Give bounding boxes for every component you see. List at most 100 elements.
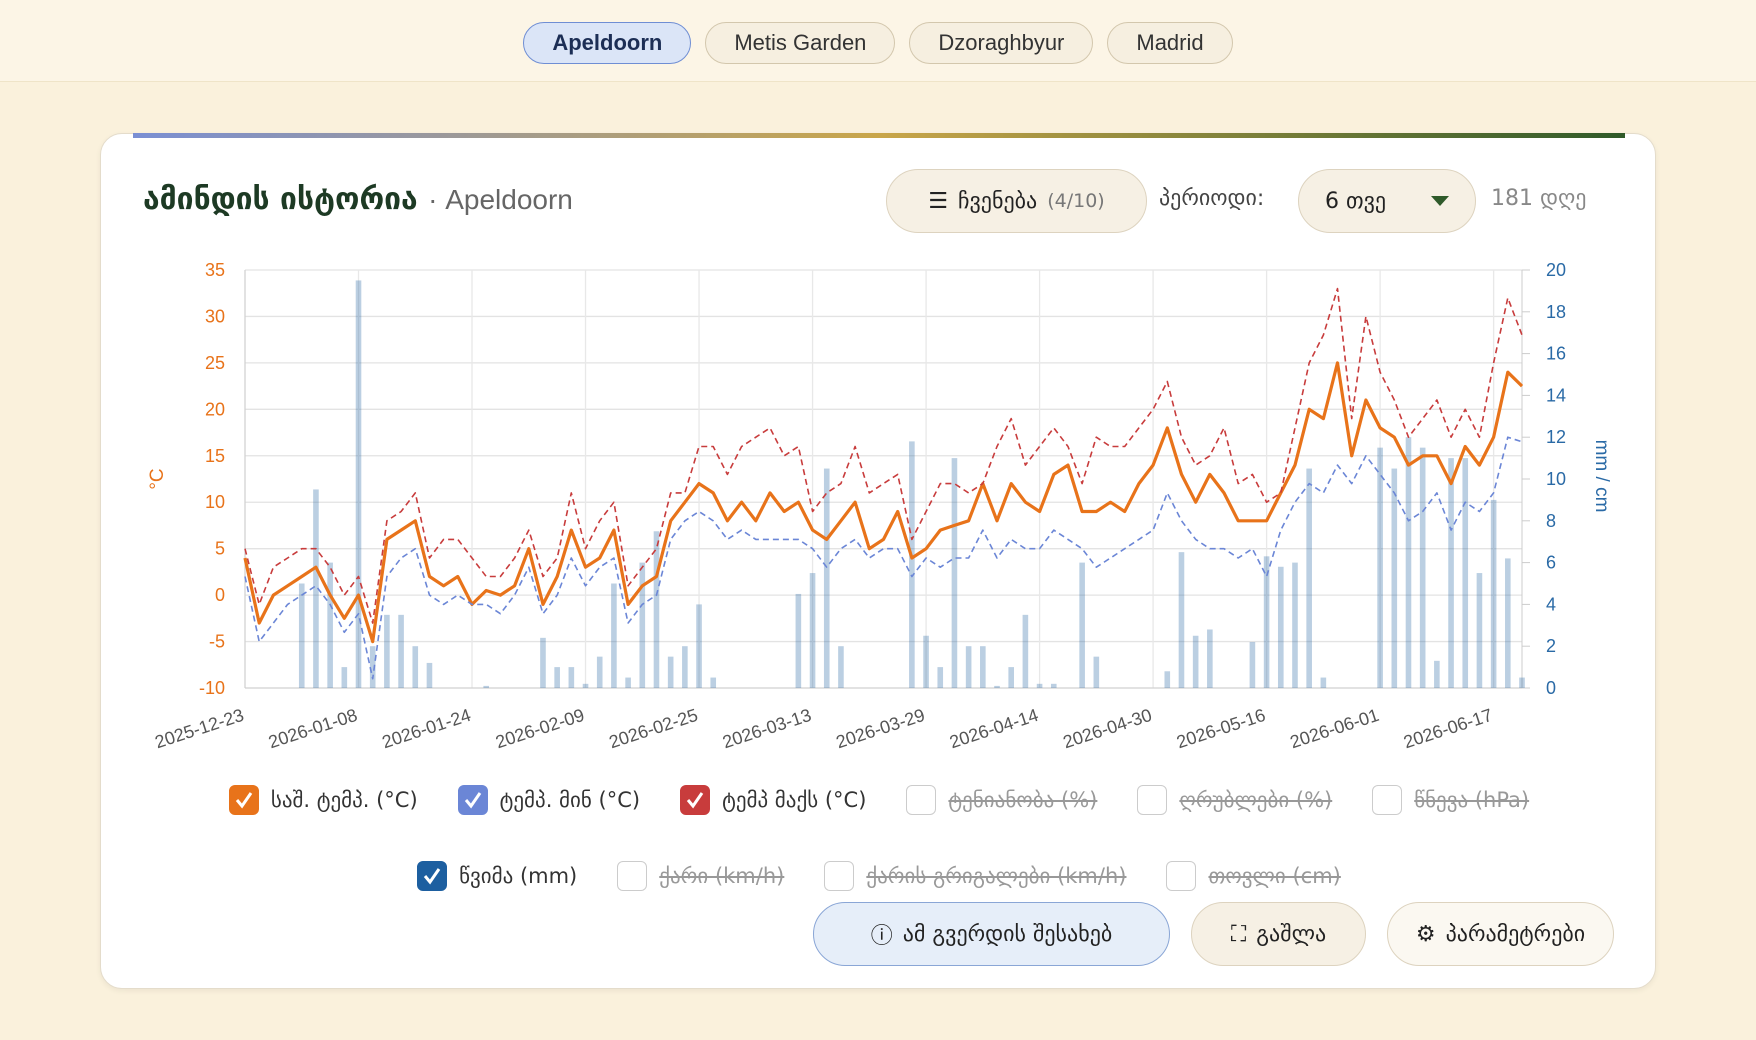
y2-tick-label: 14 xyxy=(1546,385,1566,405)
x-tick-label: 2026-03-29 xyxy=(834,705,928,752)
rain-bar xyxy=(937,667,944,688)
legend-checkbox[interactable] xyxy=(906,785,937,815)
settings-button[interactable]: ⚙ პარამეტრები xyxy=(1387,902,1614,966)
rain-bar xyxy=(1505,558,1511,688)
legend-checkbox[interactable] xyxy=(1137,785,1168,815)
legend-item[interactable]: საშ. ტემპ. (°C) xyxy=(228,784,418,816)
rain-bar xyxy=(696,604,702,688)
check-mark xyxy=(464,792,481,809)
x-tick-label: 2026-04-30 xyxy=(1061,705,1155,752)
legend-checkbox[interactable] xyxy=(824,861,855,891)
legend-checkbox[interactable] xyxy=(617,861,648,891)
legend-item[interactable]: ღრუბლები (%) xyxy=(1137,784,1332,816)
legend-label: ქარის გრიგალები (km/h) xyxy=(866,864,1127,888)
y2-tick-label: 6 xyxy=(1546,553,1556,573)
city-tab[interactable]: Dzoraghbyur xyxy=(909,22,1094,64)
rain-bar xyxy=(1249,642,1256,688)
y-tick-label: 25 xyxy=(205,353,225,373)
legend-label: თოვლი (cm) xyxy=(1208,864,1341,888)
x-tick-label: 2026-04-14 xyxy=(947,705,1041,752)
x-tick-label: 2026-02-09 xyxy=(493,705,587,752)
check-icon xyxy=(686,792,704,809)
about-label: ამ გვერდის შესახებ xyxy=(902,921,1113,947)
settings-label: პარამეტრები xyxy=(1445,921,1586,947)
rain-bar xyxy=(1320,677,1327,688)
y2-tick-label: 16 xyxy=(1546,344,1566,364)
y-tick-label: 0 xyxy=(215,585,225,605)
rain-bar xyxy=(582,683,589,688)
title-text: ამინდის ისტორია xyxy=(143,182,418,217)
city-tabs: Apeldoorn Metis Garden Dzoraghbyur Madrid xyxy=(0,0,1756,82)
rain-bar xyxy=(909,441,915,688)
rain-bar xyxy=(1036,683,1043,688)
legend-item[interactable]: ტემპ. მინ (°C) xyxy=(457,784,640,816)
y2-tick-label: 10 xyxy=(1546,469,1566,489)
x-tick-label: 2026-01-08 xyxy=(266,705,360,752)
legend-checkbox[interactable] xyxy=(1166,861,1197,891)
rain-bar xyxy=(809,573,816,688)
rain-bar xyxy=(1306,468,1312,688)
y2-axis-label: mm / cm xyxy=(1591,440,1612,513)
y2-tick-label: 0 xyxy=(1546,678,1556,698)
check-icon xyxy=(464,792,481,809)
info-icon: ⓘ xyxy=(870,924,893,949)
expand-button[interactable]: ⛶ გაშლა xyxy=(1191,902,1366,966)
rain-bar xyxy=(1022,614,1029,688)
days: 181 დღე xyxy=(1491,186,1587,211)
legend-item[interactable]: წვიმა (mm) xyxy=(417,860,577,892)
legend-item[interactable]: წნევა (hPa) xyxy=(1372,784,1529,816)
period-label: პერიოდი: xyxy=(1159,186,1265,211)
rain-bar xyxy=(1093,656,1100,688)
rain-bar xyxy=(1292,562,1298,688)
legend-checkbox[interactable] xyxy=(457,785,488,815)
city-tab[interactable]: Apeldoorn xyxy=(523,22,692,64)
legend-checkbox[interactable] xyxy=(680,785,711,815)
menu-icon: ☰ xyxy=(928,188,949,214)
rain-bar xyxy=(483,685,490,688)
y-tick-label: 30 xyxy=(205,306,225,326)
y-tick-label: -10 xyxy=(199,678,225,698)
about-button[interactable]: ⓘ ამ გვერდის შესახებ xyxy=(813,902,1170,966)
check-icon xyxy=(423,868,441,885)
rain-bar xyxy=(1405,437,1412,688)
rain-bar xyxy=(412,646,419,688)
rain-bar xyxy=(341,667,348,688)
check-mark xyxy=(686,792,704,809)
rain-bar xyxy=(1377,447,1383,688)
x-tick-label: 2026-06-01 xyxy=(1288,705,1382,752)
x-tick-label: 2026-05-16 xyxy=(1174,705,1268,752)
rain-bar xyxy=(980,646,986,688)
legend-label: წნევა (hPa) xyxy=(1414,788,1530,812)
rain-bar xyxy=(625,677,631,688)
rain-bar xyxy=(795,593,802,688)
city-tab[interactable]: Metis Garden xyxy=(705,22,896,64)
legend-checkbox[interactable] xyxy=(417,861,448,891)
legend-label: ტენიანობა (%) xyxy=(948,788,1098,812)
rain-bar xyxy=(426,662,433,688)
show-count: (4/10) xyxy=(1047,190,1105,212)
accent-bar xyxy=(133,133,1625,138)
rain-bar xyxy=(1263,556,1270,688)
show-button[interactable]: ☰ ჩვენება (4/10) xyxy=(886,169,1147,233)
legend-item[interactable]: თოვლი (cm) xyxy=(1166,860,1341,892)
rain-bar xyxy=(994,685,1000,688)
legend-label: ღრუბლები (%) xyxy=(1179,788,1333,812)
legend-item[interactable]: ტემპ მაქს (°C) xyxy=(680,784,866,816)
rain-bar xyxy=(1192,635,1199,688)
rain-bar xyxy=(1008,667,1014,688)
rain-bar xyxy=(1519,677,1525,688)
legend-item[interactable]: ქარის გრიგალები (km/h) xyxy=(824,860,1126,892)
rain-bar xyxy=(1434,660,1440,688)
legend-checkbox[interactable] xyxy=(1372,785,1403,815)
legend-item[interactable]: ქარი (km/h) xyxy=(617,860,784,892)
y-tick-label: -5 xyxy=(209,632,225,652)
period-select[interactable]: 6 თვე xyxy=(1298,169,1476,233)
temperature-line xyxy=(244,287,1523,624)
city-tab[interactable]: Madrid xyxy=(1107,22,1233,64)
rain-bar xyxy=(355,280,362,688)
rain-bar xyxy=(1391,468,1398,688)
show-label: ჩვენება xyxy=(958,188,1038,214)
legend-checkbox[interactable] xyxy=(228,785,259,815)
legend-item[interactable]: ტენიანობა (%) xyxy=(906,784,1097,816)
